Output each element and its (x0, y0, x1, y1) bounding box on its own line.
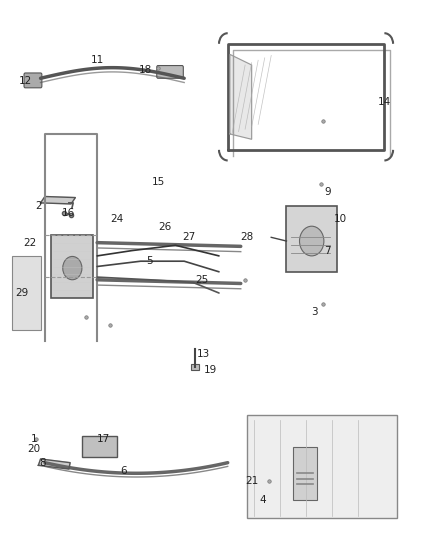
Bar (191, 364, 199, 370)
Text: 20: 20 (28, 445, 41, 455)
Text: 29: 29 (16, 288, 29, 298)
Text: 9: 9 (325, 187, 331, 197)
Text: 18: 18 (138, 66, 152, 75)
Text: 25: 25 (195, 274, 208, 285)
Text: 8: 8 (39, 458, 46, 467)
Bar (51, 235, 93, 298)
Bar (82, 436, 117, 457)
Text: 10: 10 (334, 214, 347, 224)
Text: 16: 16 (62, 208, 75, 219)
Text: 14: 14 (378, 97, 391, 107)
Text: 24: 24 (110, 214, 124, 224)
Text: 22: 22 (23, 238, 36, 248)
Text: 5: 5 (146, 256, 153, 266)
Text: 1: 1 (31, 434, 37, 444)
Circle shape (63, 256, 82, 280)
Text: 13: 13 (197, 349, 210, 359)
Bar (12, 256, 41, 330)
Text: 2: 2 (35, 200, 42, 211)
Polygon shape (39, 459, 70, 469)
Text: 21: 21 (245, 477, 258, 486)
Text: 12: 12 (19, 76, 32, 86)
FancyBboxPatch shape (24, 73, 42, 88)
Bar (286, 206, 336, 272)
Text: 11: 11 (91, 55, 104, 64)
Polygon shape (41, 197, 75, 204)
Text: 28: 28 (240, 232, 254, 243)
Bar (247, 415, 397, 519)
Bar (293, 447, 317, 500)
Text: 3: 3 (311, 306, 318, 317)
Text: 19: 19 (204, 365, 217, 375)
Polygon shape (230, 54, 252, 139)
Circle shape (300, 226, 324, 256)
Text: 17: 17 (97, 434, 110, 444)
FancyBboxPatch shape (157, 66, 184, 78)
Text: 6: 6 (120, 466, 127, 475)
Text: 15: 15 (152, 176, 165, 187)
Text: 4: 4 (259, 495, 266, 505)
Text: 26: 26 (158, 222, 171, 232)
Text: 7: 7 (325, 246, 331, 256)
Text: 27: 27 (182, 232, 195, 243)
